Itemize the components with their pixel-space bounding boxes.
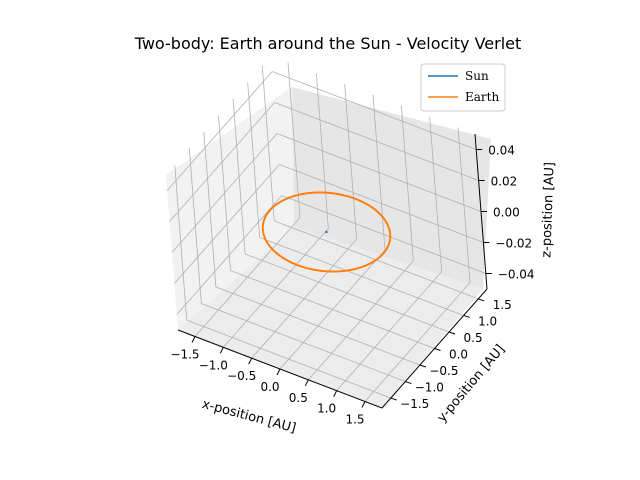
grid-z-side-1 (174, 164, 280, 284)
y-tick-mark-5 (463, 314, 470, 318)
z-tick-label-0: −0.04 (498, 268, 535, 282)
y-tick-mark-4 (448, 331, 456, 335)
y-tick-mark-3 (434, 348, 441, 351)
grid-z-side-2 (171, 133, 278, 253)
z-axis-label: z-position [AU] (539, 162, 557, 258)
axes-lines (177, 133, 492, 409)
grid-y-floor-3 (230, 270, 435, 349)
y-tick-label-3: 0.0 (449, 348, 468, 362)
y-tick-mark-0 (390, 397, 397, 401)
x-tick-label-0: −1.5 (170, 348, 199, 362)
y-tick-label-6: 1.5 (493, 298, 512, 312)
grid-z-side-0 (176, 195, 283, 315)
x-tick-label-2: −0.5 (227, 369, 256, 383)
series-sun-point (325, 230, 328, 234)
series-earth-line (261, 191, 392, 273)
z-tick-label-4: 0.04 (488, 144, 515, 158)
tick-labels: −1.5−1.0−0.50.00.51.01.5−1.5−1.0−0.50.00… (170, 144, 534, 427)
grid-y-floor-5 (259, 237, 464, 316)
grid (166, 62, 486, 402)
y-tick-mark-2 (419, 364, 427, 368)
x-tick-mark-4 (304, 379, 309, 387)
legend-label-sun: Sun (465, 69, 489, 83)
x-tick-mark-6 (361, 401, 366, 408)
panes (166, 87, 491, 408)
plot-area (261, 191, 392, 273)
grid-z-back-3 (274, 102, 479, 181)
grid-y-floor-4 (244, 253, 450, 333)
pane-back-right (292, 87, 491, 289)
y-tick-label-2: −0.5 (429, 364, 458, 378)
grid-z-side-4 (166, 71, 273, 191)
x-tick-mark-5 (333, 390, 338, 397)
grid-z-side-3 (169, 102, 275, 222)
z-tick-label-2: 0.00 (493, 206, 520, 220)
x-tick-mark-1 (219, 347, 224, 354)
y-tick-mark-6 (478, 298, 485, 302)
x-tick-mark-0 (191, 336, 196, 343)
grid-z-back-2 (276, 133, 482, 212)
chart-title: Two-body: Earth around the Sun - Velocit… (134, 34, 522, 53)
grid-z-back-0 (281, 195, 486, 274)
grid-y-floor-0 (186, 319, 391, 399)
z-tick-label-1: −0.02 (495, 237, 532, 251)
x-tick-mark-3 (276, 368, 281, 376)
y-tick-mark-1 (405, 381, 412, 385)
z-tick-label-3: 0.02 (491, 175, 518, 189)
y-tick-label-5: 1.0 (478, 314, 497, 328)
grid-z-back-4 (272, 71, 477, 150)
legend: Sun Earth (420, 63, 506, 112)
x-tick-label-4: 0.5 (289, 391, 308, 405)
y-tick-label-0: −1.5 (400, 397, 429, 411)
grid-z-back-1 (279, 164, 484, 243)
x-tick-label-1: −1.0 (199, 358, 228, 372)
x-tick-mark-2 (248, 357, 253, 365)
y-tick-label-1: −1.0 (415, 381, 444, 395)
pane-floor (178, 227, 483, 408)
y-tick-label-4: 0.5 (464, 331, 483, 345)
legend-label-earth: Earth (465, 90, 499, 104)
x-tick-label-6: 1.5 (345, 413, 364, 427)
pane-back-left (166, 87, 294, 330)
x-tick-label-3: 0.0 (260, 380, 279, 394)
grid-y-floor-1 (201, 303, 406, 382)
x-tick-label-5: 1.0 (317, 402, 336, 416)
grid-y-floor-2 (215, 286, 421, 366)
